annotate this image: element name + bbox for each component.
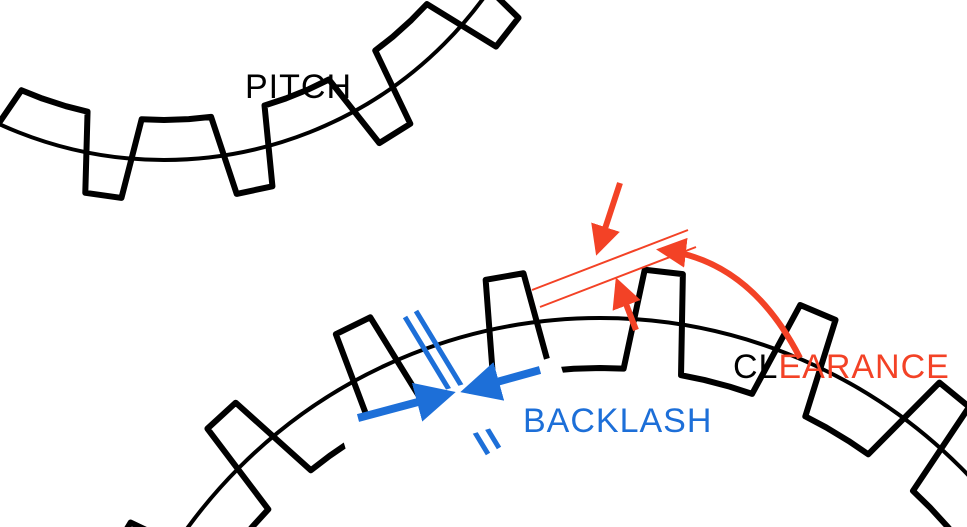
- clearance-arrow-bottom: [618, 283, 636, 330]
- clearance-arrow-top: [598, 183, 620, 250]
- pitch-label: PITCH: [245, 68, 352, 106]
- clearance-label-suffix: EARANCE: [778, 348, 949, 386]
- clearance-label: CLEARANCE: [733, 348, 950, 386]
- gear-diagram: PITCH BACKLASH CLEARANCE: [0, 0, 967, 527]
- backlash-label: BACKLASH: [523, 402, 712, 440]
- clearance-label-prefix: CL: [733, 348, 778, 386]
